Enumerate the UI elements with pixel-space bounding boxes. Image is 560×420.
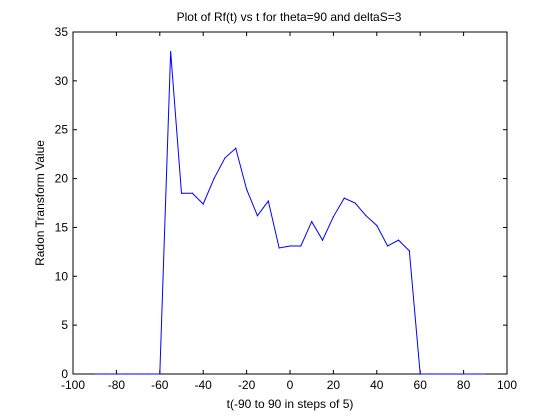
data-point: [170, 50, 172, 53]
data-point: [484, 373, 486, 375]
y-tick-label: 15: [55, 220, 69, 234]
x-tick-label: 100: [497, 378, 517, 392]
data-point: [463, 373, 465, 375]
x-tick-label: 0: [287, 378, 294, 392]
data-point: [213, 177, 215, 180]
chart-title: Plot of Rf(t) vs t for theta=90 and delt…: [177, 10, 402, 24]
data-point: [343, 197, 345, 199]
data-point: [376, 224, 378, 227]
x-tick-label: 80: [457, 378, 471, 392]
data-point: [354, 202, 356, 204]
data-point: [289, 245, 291, 247]
data-point: [137, 373, 139, 375]
y-axis: 0 5 10 15 20 25 30 35: [55, 25, 507, 381]
data-point: [300, 245, 302, 247]
data-point: [115, 373, 117, 375]
data-point: [419, 373, 421, 375]
y-tick-label: 30: [55, 74, 69, 88]
data-point: [278, 247, 280, 249]
data-point: [267, 200, 269, 202]
x-tick-label: -20: [238, 378, 256, 392]
plot-area: [72, 31, 508, 375]
y-tick-label: 10: [55, 269, 69, 283]
data-point: [387, 245, 389, 247]
data-point: [408, 250, 410, 252]
data-point: [202, 203, 204, 205]
x-tick-label: -40: [195, 378, 213, 392]
data-point: [246, 188, 248, 190]
data-point: [452, 373, 454, 375]
x-tick-label: -100: [61, 378, 85, 392]
data-point: [473, 373, 476, 375]
series-points: [94, 50, 486, 375]
data-point: [311, 220, 313, 223]
data-point: [104, 373, 107, 375]
x-tick-label: 60: [414, 378, 428, 392]
data-point: [126, 373, 128, 375]
data-point: [256, 215, 259, 217]
data-point: [332, 216, 334, 218]
data-point: [191, 192, 193, 194]
x-tick-label: 20: [327, 378, 341, 392]
data-point: [430, 373, 432, 375]
data-point: [148, 373, 150, 375]
y-tick-label: 35: [55, 25, 69, 39]
y-tick-label: 5: [61, 318, 68, 332]
x-tick-label: 40: [370, 378, 384, 392]
y-axis-label: Radon Transform Value: [33, 140, 47, 266]
y-tick-label: 25: [55, 123, 69, 137]
x-tick-label: -80: [108, 378, 126, 392]
data-point: [365, 215, 367, 217]
y-tick-label: 20: [55, 172, 69, 186]
data-point: [321, 239, 324, 241]
y-tick-label: 0: [61, 367, 68, 381]
data-point: [180, 192, 183, 194]
data-point: [235, 147, 237, 149]
data-point: [224, 157, 226, 159]
data-point: [94, 373, 96, 375]
x-axis-label: t(-90 to 90 in steps of 5): [227, 397, 354, 411]
x-axis: -100 -80 -60 -40 -20 0 20 40 60 80 100: [61, 32, 517, 392]
data-point: [441, 373, 443, 375]
data-point: [397, 239, 400, 241]
x-tick-label: -60: [151, 378, 169, 392]
data-point: [159, 373, 161, 375]
